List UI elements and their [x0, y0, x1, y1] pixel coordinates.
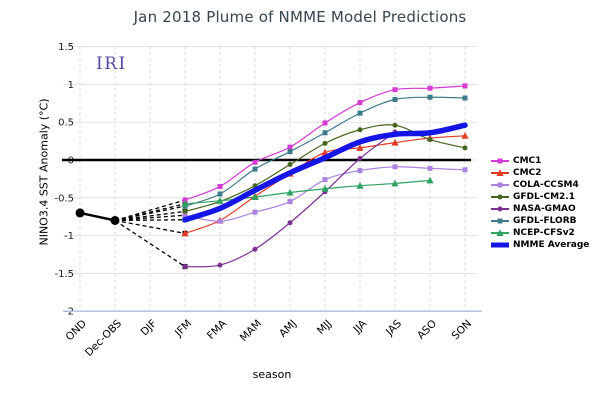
chart-title: Jan 2018 Plume of NMME Model Predictions — [133, 8, 467, 26]
legend: CMC1 CMC2 COLA-CCSM4 GFDL-CM2.1 NASA-GMAO GFD… — [491, 155, 589, 251]
legend-item-cmc1: CMC1 — [491, 155, 589, 166]
legend-swatch-gfdl-cm2-1 — [491, 194, 509, 199]
legend-label-cola-ccsm4: COLA-CCSM4 — [513, 179, 579, 190]
legend-item-ncep-cfsv2: NCEP-CFSv2 — [491, 227, 589, 238]
legend-swatch-cmc2 — [491, 168, 509, 176]
svg-text:SON: SON — [450, 318, 475, 343]
svg-text:ASO: ASO — [415, 318, 439, 342]
svg-text:JAS: JAS — [383, 317, 404, 338]
y-tick-labels: 1.510.50-0.5-1-1.5-2 — [54, 42, 74, 318]
svg-text:MAM: MAM — [238, 318, 264, 344]
legend-item-gfdl-cm2-1: GFDL-CM2.1 — [491, 191, 589, 202]
legend-label-gfdl-florb: GFDL-FLORB — [513, 215, 577, 226]
legend-swatch-nmme-average — [491, 242, 509, 247]
svg-text:-1: -1 — [64, 231, 74, 242]
x-axis-label: season — [252, 368, 292, 381]
svg-text:MJJ: MJJ — [315, 318, 334, 337]
series-nmme-average — [182, 122, 468, 223]
series-cola-ccsm4 — [182, 164, 468, 224]
legend-label-gfdl-cm2-1: GFDL-CM2.1 — [513, 191, 575, 202]
legend-swatch-gfdl-florb — [491, 218, 509, 223]
legend-item-gfdl-florb: GFDL-FLORB — [491, 215, 589, 226]
series-cmc1 — [182, 83, 468, 203]
legend-swatch-nasa-gmao — [491, 206, 509, 211]
legend-swatch-cmc1 — [491, 158, 509, 163]
svg-text:JFM: JFM — [172, 318, 194, 340]
svg-text:Dec-OBS: Dec-OBS — [83, 317, 124, 358]
svg-text:0.5: 0.5 — [58, 118, 74, 129]
series-ncep-cfsv2 — [181, 176, 434, 207]
svg-text:DJF: DJF — [138, 318, 159, 339]
gridlines — [63, 46, 477, 312]
svg-text:-1.5: -1.5 — [54, 269, 74, 280]
svg-text:1: 1 — [68, 80, 74, 91]
legend-label-cmc1: CMC1 — [513, 155, 542, 166]
legend-swatch-ncep-cfsv2 — [491, 228, 509, 236]
legend-item-cmc2: CMC2 — [491, 167, 589, 178]
legend-label-nmme-average: NMME Average — [513, 239, 590, 250]
legend-label-nasa-gmao: NASA-GMAO — [513, 203, 576, 214]
legend-swatch-cola-ccsm4 — [491, 182, 509, 187]
svg-text:1.5: 1.5 — [58, 42, 74, 53]
iri-watermark: IRI — [96, 54, 127, 74]
legend-label-cmc2: CMC2 — [513, 167, 542, 178]
legend-item-nmme-average: NMME Average — [491, 239, 589, 250]
svg-text:-2: -2 — [64, 307, 74, 318]
svg-text:JJA: JJA — [351, 317, 370, 336]
legend-item-cola-ccsm4: COLA-CCSM4 — [491, 179, 589, 190]
series-observed — [75, 208, 120, 225]
dashed-connectors — [114, 197, 188, 270]
svg-text:-0.5: -0.5 — [54, 193, 74, 204]
legend-item-nasa-gmao: NASA-GMAO — [491, 203, 589, 214]
svg-text:OND: OND — [64, 318, 90, 344]
svg-text:AMJ: AMJ — [277, 318, 299, 340]
svg-text:FMA: FMA — [205, 317, 230, 342]
legend-label-ncep-cfsv2: NCEP-CFSv2 — [513, 227, 575, 238]
